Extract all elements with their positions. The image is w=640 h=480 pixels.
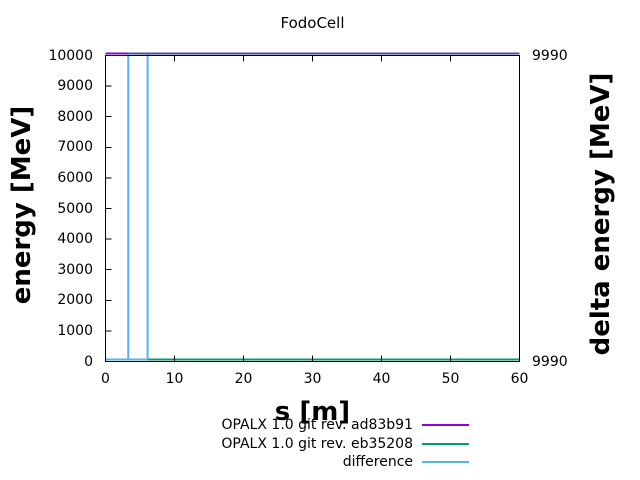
- y2-tick-label-bottom: 9990: [532, 353, 568, 370]
- y-tick-label: 5000: [57, 200, 93, 217]
- y-tick-label: 4000: [57, 231, 93, 248]
- y2-tick-label-top: 9990: [532, 47, 568, 64]
- y-tick-label: 1000: [57, 322, 93, 339]
- y-tick-label: 9000: [57, 78, 93, 95]
- legend-line-sample-series-3: [422, 461, 469, 464]
- x-tick-label: 50: [441, 371, 460, 387]
- legend-row: difference: [123, 453, 469, 472]
- x-tick-label: 0: [101, 371, 110, 387]
- y-tick-label: 2000: [57, 292, 93, 309]
- y-tick-label: 10000: [48, 47, 93, 64]
- y2-axis-label: delta energy [MeV]: [586, 72, 616, 356]
- x-axis-label: s [m]: [274, 397, 351, 427]
- x-tick-label: 40: [372, 371, 391, 387]
- y-tick-label: 6000: [57, 169, 93, 186]
- x-tick-label: 60: [510, 371, 529, 387]
- legend-label-series-2: OPALX 1.0 git rev. eb35208: [221, 435, 413, 452]
- x-tick-label: 30: [303, 371, 322, 387]
- x-tick-label: 10: [165, 371, 184, 387]
- legend-row: OPALX 1.0 git rev. eb35208: [123, 435, 469, 454]
- legend-label-series-3: difference: [342, 454, 413, 471]
- x-tick-label: 20: [234, 371, 253, 387]
- y-tick-label: 8000: [57, 108, 93, 125]
- chart-title: FodoCell: [280, 14, 345, 32]
- y-tick-label: 0: [84, 353, 93, 370]
- legend-row: OPALX 1.0 git rev. ad83b91: [123, 416, 469, 435]
- y-tick-label: 3000: [57, 261, 93, 278]
- legend-label-series-1: OPALX 1.0 git rev. ad83b91: [221, 417, 413, 434]
- legend-line-sample-series-2: [422, 442, 469, 445]
- plot-border: [105, 55, 520, 362]
- legend-line-sample-series-1: [422, 424, 469, 427]
- y-tick-label: 7000: [57, 139, 93, 156]
- legend: OPALX 1.0 git rev. ad83b91 OPALX 1.0 git…: [123, 416, 469, 472]
